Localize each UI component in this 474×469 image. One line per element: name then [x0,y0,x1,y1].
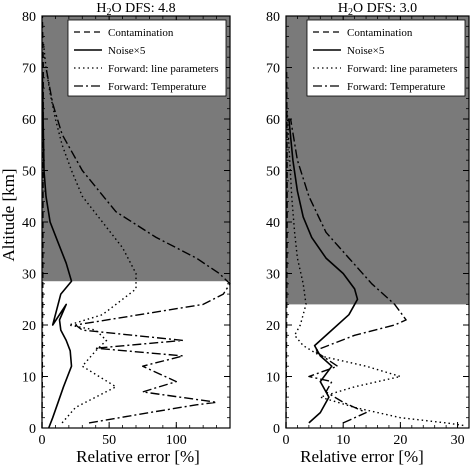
x-axis-label-left: Relative error [%] [76,447,200,466]
x-tick-label: 10 [336,433,350,448]
series-line-dashdot [289,118,407,424]
y-tick-label: 80 [266,10,280,25]
legend-box [67,19,227,97]
legend-label: Contamination [347,27,413,39]
y-tick-label: 30 [22,268,36,283]
legend-label: Noise×5 [108,45,146,57]
y-tick-label: 10 [266,371,280,386]
legend-label: Forward: line parameters [108,63,219,75]
y-tick-label: 70 [22,62,36,77]
left-panel: 0 10 20 30 40 50 60 70 80 0 50 100 H2O DFS: 4.8 Conta… [22,1,231,448]
plot-frame [41,15,231,429]
y-tick-label: 50 [22,165,36,180]
y-tick-label: 0 [29,422,36,437]
series-line-dotted [286,108,464,427]
legend-label: Noise×5 [347,45,385,57]
y-tick-label: 40 [22,216,36,231]
y-tick-label: 30 [266,268,280,283]
series-line-dashdot [45,67,231,424]
series-line-solid [288,118,359,424]
x-tick-label: 50 [102,433,116,448]
x-tick-label: 100 [166,433,187,448]
legend-label: Contamination [108,27,174,39]
x-tick-label: 30 [451,433,465,448]
y-tick-label: 50 [266,165,280,180]
y-tick-label: 70 [266,62,280,77]
panel-title: H2O DFS: 3.0 [338,1,417,18]
y-tick-label: 20 [266,319,280,334]
x-tick-label: 0 [283,433,290,448]
series-line-solid [41,77,73,429]
plot-frame [285,15,470,429]
y-tick-label: 60 [22,113,36,128]
right-panel: 0 10 20 30 40 50 60 70 80 0 10 20 30 H2O DFS: 3.0 Cont… [266,1,470,448]
y-tick-label: 40 [266,216,280,231]
panel-title: H2O DFS: 4.8 [96,1,175,18]
x-tick-label: 0 [39,433,46,448]
y-tick-label: 60 [266,113,280,128]
legend-label: Forward: line parameters [347,63,458,75]
y-tick-label: 20 [22,319,36,334]
y-axis-label: Altitude [km] [0,168,18,261]
legend-box [306,19,466,97]
y-tick-label: 80 [22,10,36,25]
x-axis-label-right: Relative error [%] [300,447,424,466]
x-tick-label: 20 [393,433,407,448]
legend-label: Forward: Temperature [108,81,206,93]
legend-label: Forward: Temperature [347,81,445,93]
y-tick-label: 0 [273,422,280,437]
y-tick-label: 10 [22,371,36,386]
